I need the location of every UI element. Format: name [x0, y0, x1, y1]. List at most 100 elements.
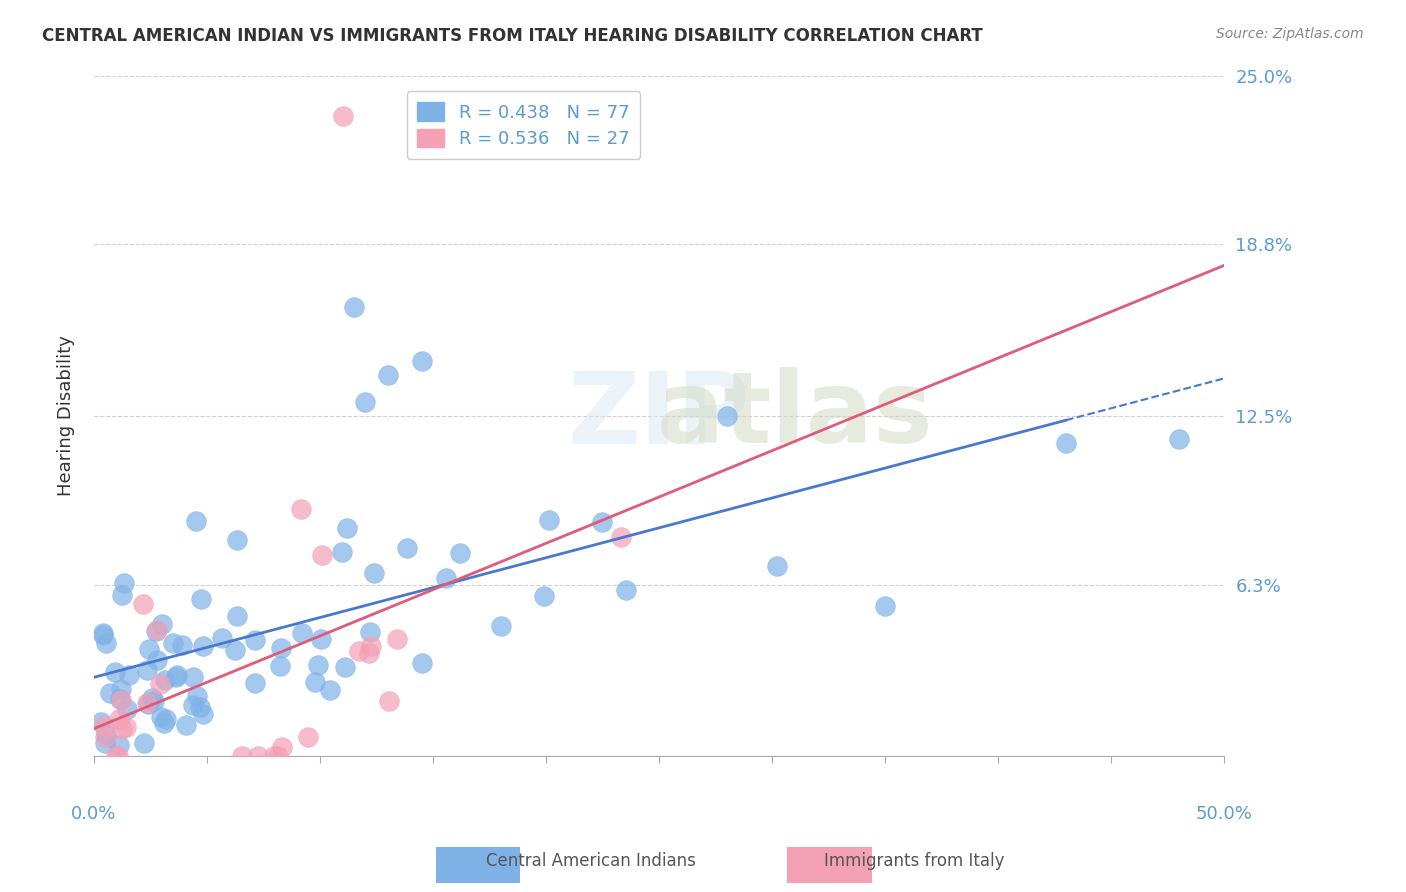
Point [181, 698, 204, 712]
Point [354, 395, 377, 409]
Point [142, 694, 165, 708]
Point [111, 588, 134, 602]
Point [614, 582, 637, 597]
Point [115, 720, 138, 734]
Point [90, 715, 112, 730]
Point [363, 566, 385, 580]
Point [231, 749, 253, 764]
Point [91, 627, 114, 641]
Point [243, 632, 266, 647]
Point [309, 632, 332, 646]
Point [103, 665, 125, 679]
Point [136, 696, 159, 710]
Point [395, 541, 418, 556]
Point [377, 368, 399, 382]
Point [591, 515, 613, 529]
Point [270, 641, 292, 656]
Point [359, 625, 381, 640]
Point [357, 647, 380, 661]
Point [136, 697, 159, 711]
Point [190, 592, 212, 607]
Point [176, 718, 198, 732]
Point [162, 636, 184, 650]
Point [1054, 436, 1077, 450]
Point [117, 702, 139, 716]
Point [110, 681, 132, 696]
Point [146, 623, 169, 637]
Point [108, 739, 131, 753]
Point [875, 599, 897, 614]
Point [332, 109, 354, 123]
Point [150, 617, 173, 632]
Point [96, 636, 118, 650]
Point [105, 749, 128, 764]
Point [93, 719, 115, 733]
Point [94, 730, 117, 744]
Point [246, 749, 269, 764]
Point [186, 690, 208, 704]
Point [91, 626, 114, 640]
Point [149, 710, 172, 724]
Point [335, 659, 357, 673]
Point [193, 639, 215, 653]
Point [311, 548, 333, 562]
Text: 0.0%: 0.0% [72, 805, 117, 823]
Point [537, 512, 560, 526]
Point [170, 638, 193, 652]
Point [141, 690, 163, 705]
Point [332, 545, 354, 559]
Point [343, 300, 366, 314]
Point [93, 736, 115, 750]
Point [145, 624, 167, 638]
Point [263, 749, 285, 764]
Point [188, 700, 211, 714]
Point [307, 658, 329, 673]
Point [411, 656, 433, 670]
Text: Central American Indians: Central American Indians [485, 852, 696, 870]
Y-axis label: Hearing Disability: Hearing Disability [58, 335, 75, 496]
Point [291, 625, 314, 640]
Point [165, 670, 187, 684]
Point [166, 667, 188, 681]
Point [304, 675, 326, 690]
Point [138, 641, 160, 656]
Point [297, 730, 319, 744]
Point [266, 749, 288, 764]
Point [360, 639, 382, 653]
Point [319, 682, 342, 697]
Text: Immigrants from Italy: Immigrants from Italy [824, 852, 1004, 870]
Point [1168, 432, 1191, 446]
Point [191, 707, 214, 722]
Point [533, 589, 555, 603]
Point [155, 712, 177, 726]
Text: CENTRAL AMERICAN INDIAN VS IMMIGRANTS FROM ITALY HEARING DISABILITY CORRELATION : CENTRAL AMERICAN INDIAN VS IMMIGRANTS FR… [42, 27, 983, 45]
Text: 50.0%: 50.0% [1195, 805, 1253, 823]
Point [387, 632, 409, 646]
Point [224, 643, 246, 657]
Point [111, 723, 134, 737]
Point [411, 354, 433, 368]
Point [269, 659, 291, 673]
Point [136, 663, 159, 677]
Point [270, 739, 292, 754]
Point [378, 694, 401, 708]
Point [181, 670, 204, 684]
Point [152, 715, 174, 730]
Point [449, 546, 471, 560]
Point [112, 575, 135, 590]
Point [186, 514, 208, 528]
Point [146, 652, 169, 666]
Point [107, 749, 129, 764]
Point [132, 736, 155, 750]
Point [110, 692, 132, 706]
Text: Source: ZipAtlas.com: Source: ZipAtlas.com [1216, 27, 1364, 41]
Point [148, 676, 170, 690]
Point [108, 712, 131, 726]
Legend: R = 0.438   N = 77, R = 0.536   N = 27: R = 0.438 N = 77, R = 0.536 N = 27 [406, 91, 640, 159]
Text: ZIP: ZIP [568, 368, 751, 464]
Point [225, 533, 247, 547]
Point [108, 691, 131, 706]
Point [716, 409, 738, 423]
Point [132, 597, 155, 611]
Point [765, 558, 787, 573]
